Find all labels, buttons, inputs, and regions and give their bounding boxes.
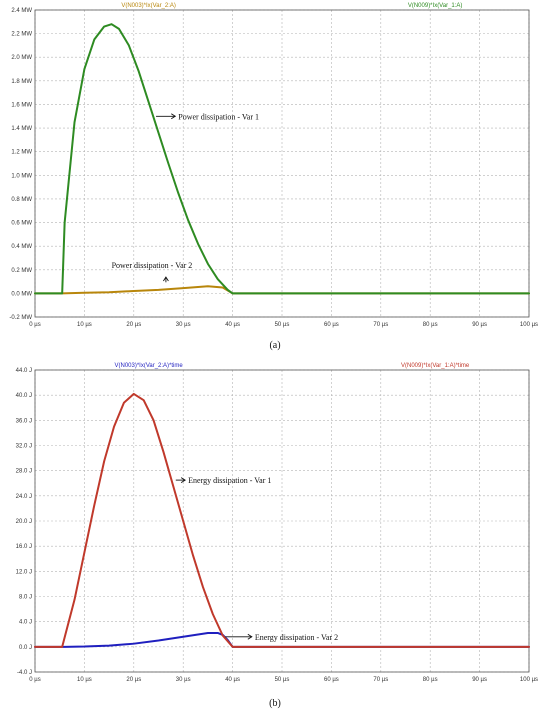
x-tick-label: 60 µs (324, 677, 339, 683)
plot-area-border (34, 9, 530, 318)
x-tick-label: 100 µs (520, 322, 538, 328)
annotation-label: Power dissipation - Var 1 (178, 112, 259, 121)
y-tick-label: 36.0 J (16, 418, 32, 424)
energy-dissipation-chart: 0 µs 10 µs 20 µs 30 µs 40 µs 50 µs 60 µs 70 µs 8… (16, 363, 538, 709)
power-dissipation-chart: 0 µs 10 µs 20 µs 30 µs 40 µs 50 µs 60 µs 70 µs 8… (9, 3, 538, 351)
x-tick-label: 50 µs (275, 677, 290, 683)
x-tick-label: 0 µs (29, 322, 40, 328)
x-tick-label: 20 µs (126, 322, 141, 328)
y-tick-label: 28.0 J (16, 469, 32, 475)
y-tick-label: 1.4 MW (11, 126, 32, 132)
x-tick-label: 50 µs (275, 322, 290, 328)
y-tick-label: 0.6 MW (11, 221, 32, 227)
y-tick-label: -4.0 J (17, 670, 32, 676)
x-tick-label: 30 µs (176, 322, 191, 328)
series-line-2 (34, 392, 530, 648)
y-tick-label: 44.0 J (16, 368, 32, 374)
y-tick-label: 2.2 MW (11, 32, 32, 38)
y-tick-label: 16.0 J (16, 544, 32, 550)
gridlines (34, 9, 530, 318)
y-tick-label: 1.8 MW (11, 79, 32, 85)
y-tick-label: 12.0 J (16, 569, 32, 575)
x-tick-label: 10 µs (77, 677, 92, 683)
gridlines (34, 369, 530, 673)
x-tick-label: 90 µs (472, 322, 487, 328)
y-tick-label: 20.0 J (16, 519, 32, 525)
annotation-arrowhead (171, 113, 177, 120)
y-tick-label: 0.0 J (19, 645, 32, 651)
x-tick-label: 0 µs (29, 677, 40, 683)
annotation-arrowhead (180, 477, 186, 483)
legend-entry: V(N003)*Ix(Var_2:A)*time (114, 363, 183, 369)
y-tick-label: 40.0 J (16, 393, 32, 399)
y-tick-label: 24.0 J (16, 494, 32, 500)
y-tick-label: 2.4 MW (11, 8, 32, 14)
x-tick-label: 100 µs (520, 677, 538, 683)
x-tick-label: 90 µs (472, 677, 487, 683)
legend-entry: V(N009)*Ix(Var_1:A)*time (401, 363, 470, 369)
y-tick-label: 8.0 J (19, 595, 32, 601)
y-tick-label: 4.0 J (19, 620, 32, 626)
y-tick-label: 0.4 MW (11, 244, 32, 250)
legend-entry: V(N003)*Ix(Var_2:A) (121, 3, 176, 9)
x-tick-label: 60 µs (324, 322, 339, 328)
x-tick-label: 70 µs (373, 677, 388, 683)
y-tick-label: 1.0 MW (11, 173, 32, 179)
x-tick-label: 40 µs (225, 322, 240, 328)
y-tick-label: 0.0 MW (11, 291, 32, 297)
y-tick-label: 1.6 MW (11, 102, 32, 108)
x-tick-label: 40 µs (225, 677, 240, 683)
series-line-2 (34, 23, 530, 295)
figure-caption: (b) (269, 698, 281, 709)
y-tick-label: 32.0 J (16, 444, 32, 450)
y-tick-label: 0.8 MW (11, 197, 32, 203)
legend-entry: V(N009)*Ix(Var_1:A) (408, 3, 463, 9)
annotation-arrowhead (163, 276, 169, 282)
y-tick-label: 2.0 MW (11, 55, 32, 61)
x-tick-label: 30 µs (176, 677, 191, 683)
x-tick-label: 80 µs (423, 322, 438, 328)
x-tick-label: 10 µs (77, 322, 92, 328)
annotation-label: Power dissipation - Var 2 (112, 261, 193, 270)
x-tick-label: 80 µs (423, 677, 438, 683)
annotation-label: Energy dissipation - Var 2 (255, 633, 338, 642)
annotation-label: Energy dissipation - Var 1 (188, 476, 271, 485)
figure-caption: (a) (269, 340, 280, 351)
y-tick-label: 1.2 MW (11, 150, 32, 156)
plot-area-border (34, 369, 530, 673)
x-tick-label: 20 µs (126, 677, 141, 683)
x-tick-label: 70 µs (373, 322, 388, 328)
y-tick-label: -0.2 MW (9, 315, 32, 321)
y-tick-label: 0.2 MW (11, 268, 32, 274)
annotation-arrowhead (247, 633, 253, 640)
